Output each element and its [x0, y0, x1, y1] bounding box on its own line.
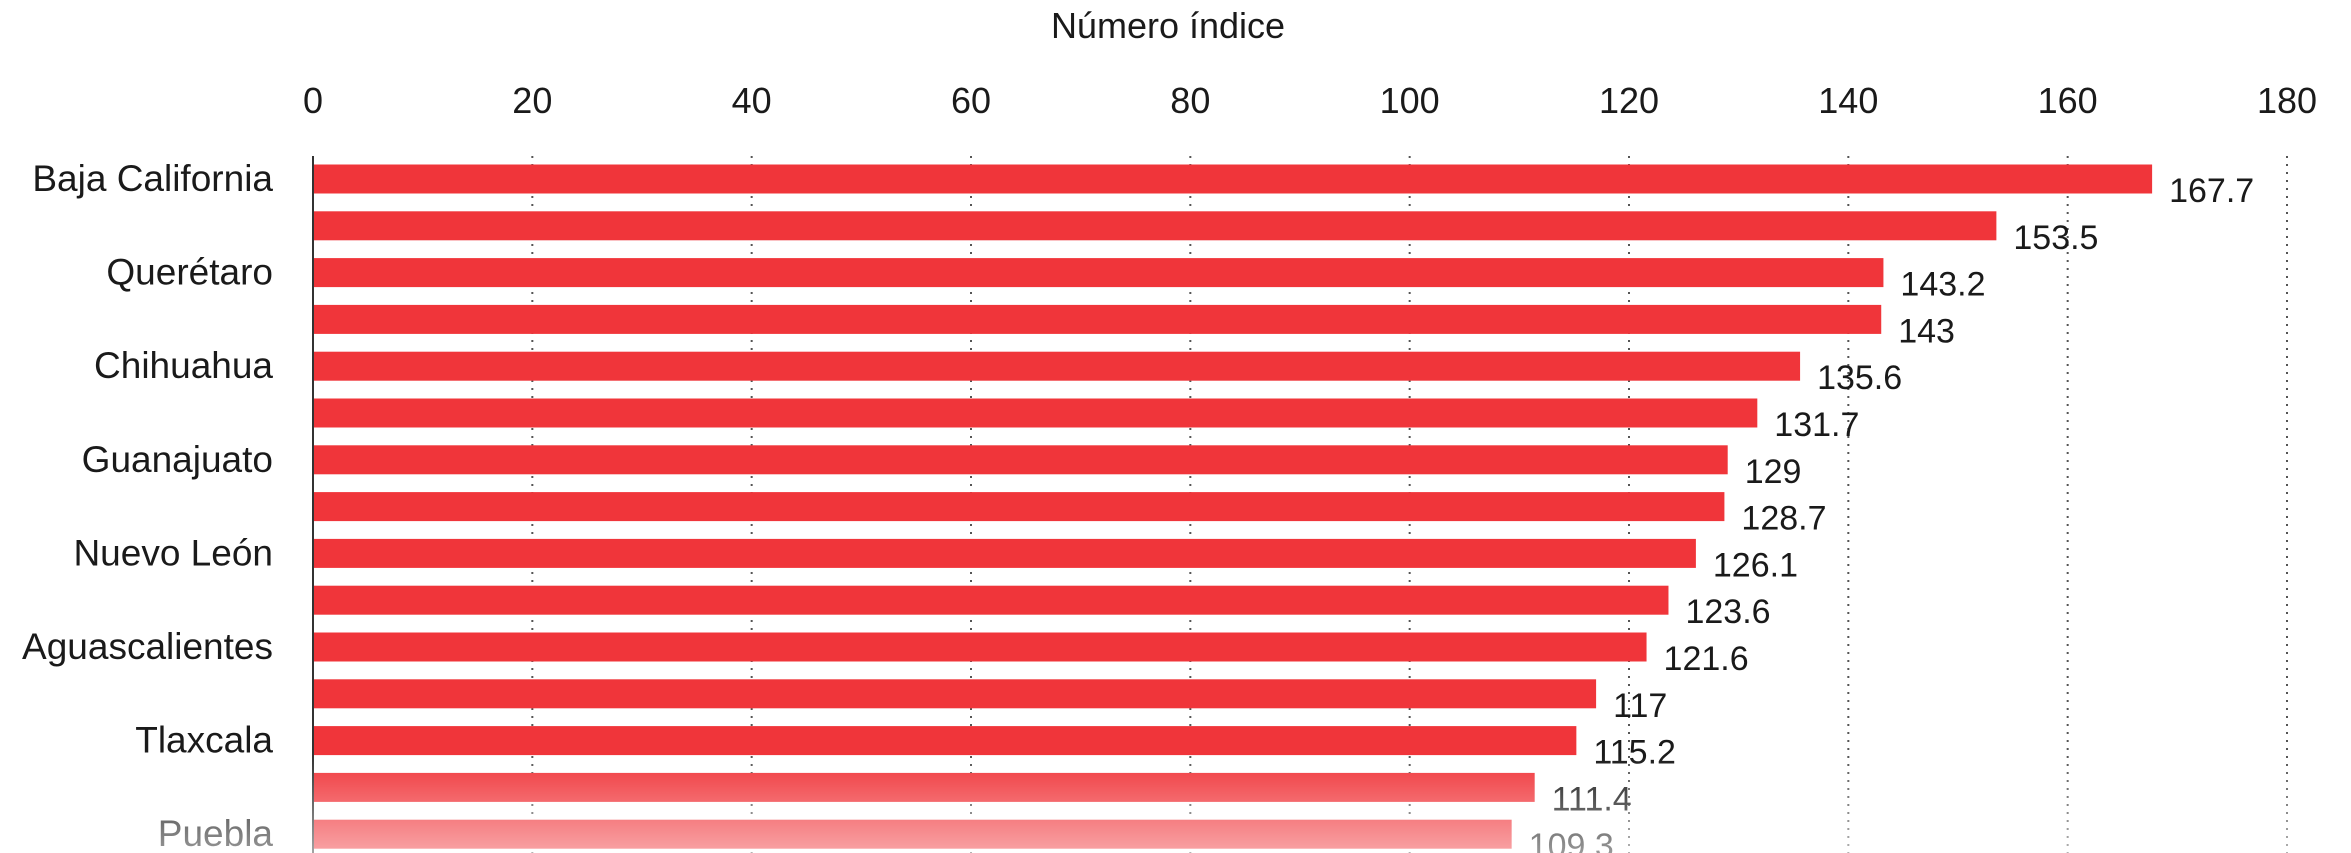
bar	[313, 632, 1647, 662]
category-label: Puebla	[158, 813, 274, 853]
bar	[313, 445, 1728, 475]
data-label: 121.6	[1664, 640, 1749, 678]
x-tick-label: 40	[732, 80, 772, 121]
bar	[313, 164, 2153, 194]
data-label: 143.2	[1900, 266, 1985, 304]
bars	[313, 164, 2153, 849]
category-label: Nuevo León	[73, 532, 273, 573]
data-label: 128.7	[1741, 500, 1826, 538]
bar	[313, 585, 1669, 615]
data-label: 167.7	[2169, 172, 2254, 210]
category-label: Baja California	[32, 158, 273, 199]
bar	[313, 398, 1758, 428]
bar	[313, 679, 1597, 709]
category-label: Tlaxcala	[135, 720, 273, 761]
category-labels: Baja California Querétaro Chihuahua Guanaju…	[22, 158, 273, 853]
x-tick-label: 0	[303, 80, 323, 121]
bar	[313, 819, 1512, 849]
x-tick-label: 80	[1170, 80, 1210, 121]
bar	[313, 258, 1884, 288]
x-axis-ticks: 0 20 40 60 80 100 120 140 160 180	[303, 80, 2317, 121]
data-label: 111.4	[1552, 780, 1632, 818]
bar	[313, 772, 1535, 802]
data-label: 123.6	[1685, 593, 1770, 631]
data-label: 126.1	[1713, 546, 1798, 584]
x-tick-label: 60	[951, 80, 991, 121]
data-label: 109.3	[1529, 827, 1614, 853]
data-label: 117	[1613, 687, 1667, 725]
x-tick-label: 100	[1380, 80, 1440, 121]
axis-title: Número índice	[1051, 5, 1285, 46]
bar	[313, 538, 1696, 568]
data-label: 131.7	[1774, 406, 1859, 444]
x-tick-label: 180	[2257, 80, 2317, 121]
bar	[313, 351, 1801, 381]
category-label: Guanajuato	[82, 439, 273, 480]
category-label: Aguascalientes	[22, 626, 273, 667]
data-label: 129	[1745, 453, 1802, 491]
category-label: Querétaro	[106, 252, 273, 293]
x-tick-label: 120	[1599, 80, 1659, 121]
x-tick-label: 140	[1818, 80, 1878, 121]
data-label: 115.2	[1593, 734, 1676, 772]
x-tick-label: 20	[512, 80, 552, 121]
data-label: 135.6	[1817, 359, 1902, 397]
data-label: 153.5	[2013, 219, 2098, 257]
bar	[313, 726, 1577, 756]
data-label: 143	[1898, 312, 1955, 350]
category-label: Chihuahua	[94, 345, 273, 386]
x-tick-label: 160	[2038, 80, 2098, 121]
bar	[313, 304, 1882, 334]
bar	[313, 492, 1725, 522]
bar	[313, 211, 1997, 241]
